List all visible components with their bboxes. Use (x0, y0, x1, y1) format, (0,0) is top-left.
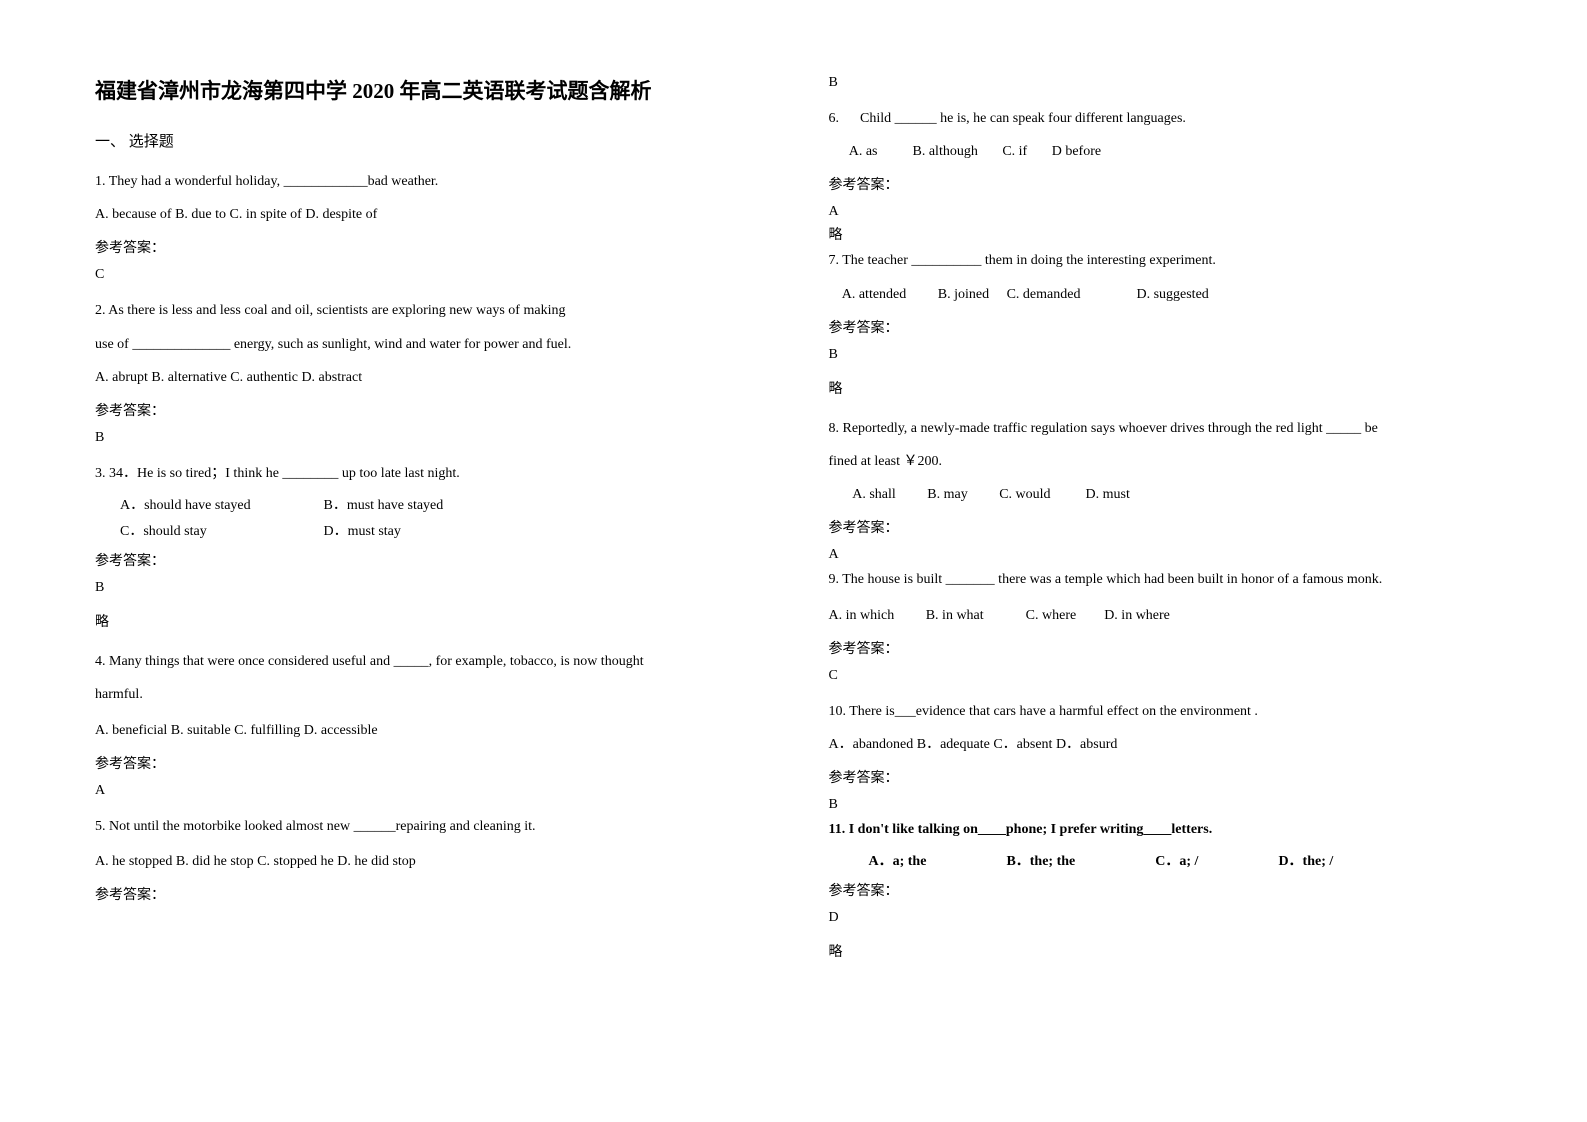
q11-optC: C．a; / (1155, 850, 1198, 870)
q3-row1: A．should have stayed B．must have stayed (95, 494, 759, 514)
q1-answer: C (95, 267, 759, 283)
q6-note: 略 (829, 224, 1493, 244)
q3-optD: D．must stay (324, 524, 401, 539)
q2-line1: 2. As there is less and less coal and oi… (95, 298, 759, 323)
q6-answer: A (829, 204, 1493, 220)
q5-text: 5. Not until the motorbike looked almost… (95, 814, 759, 839)
q10-text: 10. There is___evidence that cars have a… (829, 699, 1493, 724)
q3-row2: C．should stay D．must stay (95, 520, 759, 540)
q11-optB: B．the; the (1006, 850, 1075, 870)
q6-answer-label: 参考答案： (829, 174, 1493, 194)
section-header: 一、 选择题 (95, 130, 759, 151)
q11-note: 略 (829, 941, 1493, 961)
q4-line1: 4. Many things that were once considered… (95, 649, 759, 674)
q11-optD: D．the; / (1278, 850, 1333, 870)
q3-note: 略 (95, 611, 759, 631)
q6-options: A. as B. although C. if D before (829, 139, 1493, 164)
q1-options: A. because of B. due to C. in spite of D… (95, 202, 759, 227)
q11-options-row: A．a; the B．the; the C．a; / D．the; / (829, 850, 1493, 870)
q5-answer-label: 参考答案： (95, 884, 759, 904)
q9-answer-label: 参考答案： (829, 638, 1493, 658)
q4-answer-label: 参考答案： (95, 753, 759, 773)
q3-optC: C．should stay (120, 520, 320, 540)
q9-answer: C (829, 668, 1493, 684)
q10-answer: B (829, 797, 1493, 813)
right-column: B 6. Child ______ he is, he can speak fo… (829, 75, 1493, 1047)
q4-options: A. beneficial B. suitable C. fulfilling … (95, 718, 759, 743)
q1-answer-label: 参考答案： (95, 237, 759, 257)
q4-answer: A (95, 783, 759, 799)
q11-answer: D (829, 910, 1493, 926)
q9-text: 9. The house is built _______ there was … (829, 567, 1493, 592)
q8-options: A. shall B. may C. would D. must (829, 482, 1493, 507)
q3-text: 3. 34．He is so tired；I think he ________… (95, 461, 759, 486)
q3-answer: B (95, 580, 759, 596)
q8-answer-label: 参考答案： (829, 517, 1493, 537)
q2-answer-label: 参考答案： (95, 400, 759, 420)
q7-note: 略 (829, 378, 1493, 398)
q10-options: A．abandoned B．adequate C．absent D．absurd (829, 732, 1493, 757)
q8-answer: A (829, 547, 1493, 563)
q3-optB: B．must have stayed (324, 498, 444, 513)
document-title: 福建省漳州市龙海第四中学 2020 年高二英语联考试题含解析 (95, 75, 759, 105)
q3-answer-label: 参考答案： (95, 550, 759, 570)
q7-answer: B (829, 347, 1493, 363)
left-column: 福建省漳州市龙海第四中学 2020 年高二英语联考试题含解析 一、 选择题 1.… (95, 75, 759, 1047)
q4-line2: harmful. (95, 682, 759, 707)
q6-text: 6. Child ______ he is, he can speak four… (829, 106, 1493, 131)
q2-line2: use of ______________ energy, such as su… (95, 332, 759, 357)
q5-answer: B (829, 75, 1493, 91)
q7-text: 7. The teacher __________ them in doing … (829, 248, 1493, 273)
q11-answer-label: 参考答案： (829, 880, 1493, 900)
q3-optA: A．should have stayed (120, 494, 320, 514)
q8-line2: fined at least ￥200. (829, 449, 1493, 474)
q11-text: 11. I don't like talking on____phone; I … (829, 817, 1493, 842)
q2-options: A. abrupt B. alternative C. authentic D.… (95, 365, 759, 390)
q11-optA: A．a; the (869, 850, 927, 870)
q2-answer: B (95, 430, 759, 446)
q1-text: 1. They had a wonderful holiday, _______… (95, 169, 759, 194)
q7-answer-label: 参考答案： (829, 317, 1493, 337)
q5-options: A. he stopped B. did he stop C. stopped … (95, 849, 759, 874)
q10-answer-label: 参考答案： (829, 767, 1493, 787)
q8-line1: 8. Reportedly, a newly-made traffic regu… (829, 416, 1493, 441)
q7-options: A. attended B. joined C. demanded D. sug… (829, 282, 1493, 307)
q9-options: A. in which B. in what C. where D. in wh… (829, 603, 1493, 628)
